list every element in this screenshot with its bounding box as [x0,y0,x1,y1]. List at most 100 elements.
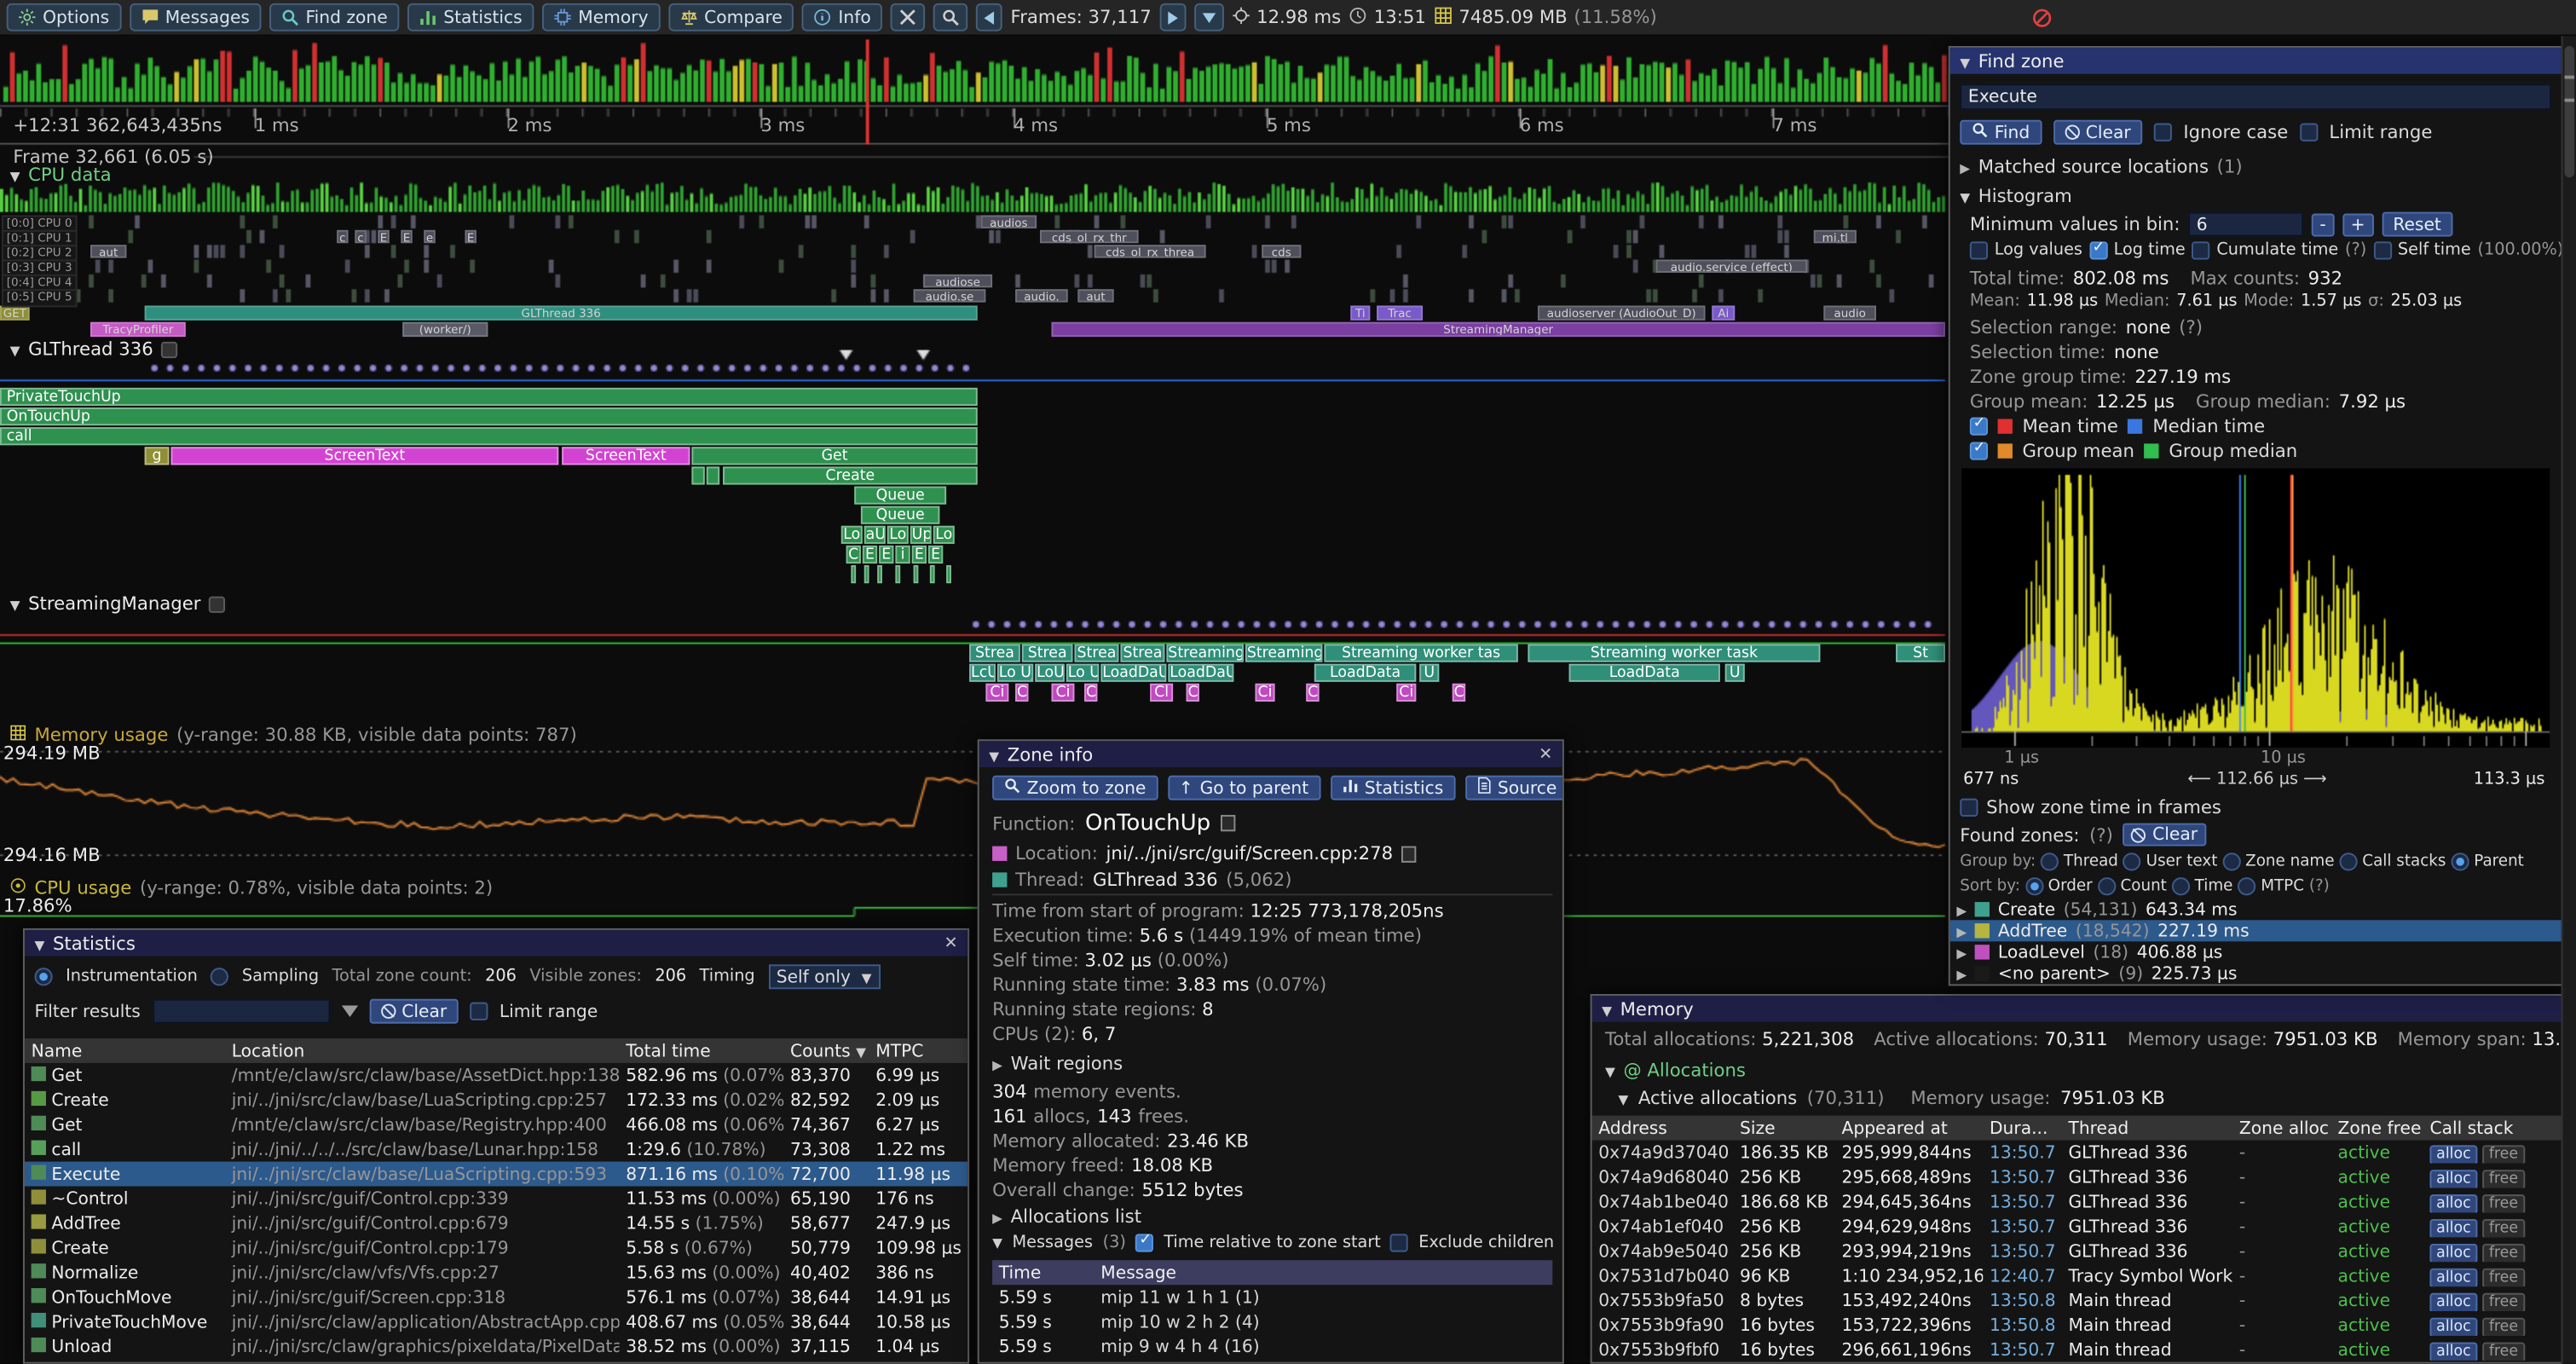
thread-name[interactable]: GLThread 336 [1092,869,1218,891]
memory-usage-header[interactable]: Memory usage (y-range: 30.88 KB, visible … [10,725,577,746]
free-callstack-button[interactable]: free [2482,1169,2525,1188]
messages-button[interactable]: Messages [129,3,262,32]
lock-icon[interactable] [209,595,226,612]
timeline-zone[interactable]: Queue [854,486,947,505]
sort-mtpc-radio[interactable] [2238,877,2256,896]
statistics-button[interactable]: Statistics [407,3,534,32]
timeline-zone[interactable]: Streaming [1166,644,1244,662]
memory-titlebar[interactable]: Memory [1591,995,2562,1022]
table-row[interactable]: Create jni/../jni/src/guif/Control.cpp:1… [25,1235,967,1260]
timeline-zone[interactable]: Streaming worker tas [1324,644,1518,662]
tools-button[interactable] [890,3,926,32]
timeline-zone[interactable]: E [927,545,944,564]
timeline-zone[interactable] [946,564,951,584]
message-row[interactable]: 5.59 s mip 10 w 2 h 2 (4) [998,1311,1260,1332]
timeline-zone[interactable]: LoadData [1314,663,1417,682]
sampling-radio[interactable] [211,968,229,986]
allocation-row[interactable]: 0x7531d7b040 96 KB 1:10 234,952,161 12:4… [1592,1263,2562,1288]
cpu-zone[interactable]: E [465,229,477,244]
close-icon[interactable]: ✕ [944,933,958,952]
find-zone-input[interactable] [1960,84,2552,111]
active-allocations-toggle[interactable]: Active allocations(70,311) Memory usage:… [1618,1088,2165,1109]
group-mean-median-checkbox[interactable] [1969,441,1989,460]
found-zone-row[interactable]: Create (54,131) 643.34 ms [1950,899,2562,920]
mean-median-checkbox[interactable] [1969,416,1989,436]
timeline-zone[interactable]: PrivateTouchUp [0,387,978,407]
compare-button[interactable]: Compare [667,3,794,32]
log-time-checkbox[interactable] [2088,240,2107,260]
group-callstacks-radio[interactable] [2339,852,2358,871]
group-thread-radio[interactable] [2040,852,2059,871]
timeline-zone[interactable] [863,564,869,584]
ruler[interactable]: 1 ms 2 ms 3 ms 4 ms 5 ms 6 ms 7 ms [0,115,2556,136]
timeline-zone[interactable]: Lo Uj [996,663,1034,682]
table-row[interactable]: ~Control jni/../jni/src/guif/Control.cpp… [25,1187,967,1211]
memory-button[interactable]: Memory [541,3,661,32]
table-row[interactable]: Normalize jni/../jni/src/claw/vfs/Vfs.cp… [25,1260,967,1285]
free-callstack-button[interactable]: free [2482,1316,2525,1335]
wait-regions-toggle[interactable]: Wait regions [992,1053,1123,1074]
find-zone-button[interactable]: Find zone [269,3,400,32]
table-row[interactable]: Create jni/../jni/src/claw/base/LuaScrip… [25,1088,967,1113]
messages-table-header[interactable]: Time Message [992,1260,1553,1286]
next-frame-button[interactable] [1159,3,1187,32]
cpu-zone[interactable]: (worker/) [402,321,488,338]
found-zone-row[interactable]: LoadLevel (18) 406.88 µs [1950,941,2562,962]
timeline-zone[interactable]: E [862,545,878,564]
instrumentation-radio[interactable] [34,968,53,986]
timeline-zone[interactable] [877,564,882,584]
timeline-zone[interactable]: Lo [840,525,863,544]
table-row[interactable]: Get /mnt/e/claw/src/claw/base/Registry.h… [25,1113,967,1137]
cpu-zone[interactable]: GET [0,305,30,321]
group-parent-radio[interactable] [2451,852,2469,871]
timeline-zone[interactable]: Queue [860,506,940,524]
timeline-zone[interactable]: Lo [933,525,955,544]
alloc-callstack-button[interactable]: alloc [2429,1341,2478,1360]
prev-frame-button[interactable] [976,3,1002,32]
zoom-tool-button[interactable] [933,3,968,32]
cpu-zone[interactable]: StreamingManager [1051,321,1945,338]
cpu-zone[interactable]: c [337,229,349,244]
timing-dropdown[interactable]: Self only [768,964,881,990]
timeline-zone[interactable]: Strea [1074,644,1119,662]
timeline-zone[interactable]: ScreenText [562,447,690,465]
timeline-zone[interactable]: Strea [1021,644,1073,662]
group-usertext-radio[interactable] [2123,852,2141,871]
allocation-row[interactable]: 0x74a9d68040 256 KB 295,668,489ns 13:50.… [1592,1165,2562,1189]
timeline-zone[interactable]: Lo U [1066,663,1100,682]
allocation-row[interactable]: 0x7553b9fa50 8 bytes 153,492,240ns 13:50… [1592,1288,2562,1313]
min-bin-input[interactable] [2188,211,2304,237]
found-zone-row[interactable]: AddTree (18,542) 227.19 ms [1949,920,2562,942]
timeline-zone[interactable]: Lo [887,525,909,544]
timeline-zone[interactable]: C [846,545,861,564]
streamingmanager-header[interactable]: StreamingManager [10,593,226,615]
filter-input[interactable] [152,998,330,1024]
function-name[interactable]: OnTouchUp [1084,810,1211,836]
messages-toggle[interactable]: Messages [1012,1234,1094,1252]
timeline-zone[interactable]: C [1015,683,1029,702]
cpu-zone[interactable]: audios [980,215,1037,228]
zone-info-titlebar[interactable]: Zone info ✕ [979,741,1562,768]
timeline-zone[interactable]: LoU [1035,663,1065,682]
main-scrollbar[interactable] [2561,36,2576,1364]
ignore-case-checkbox[interactable] [2153,123,2172,142]
cpu-zone[interactable]: TracyProfiler [90,321,186,338]
timeline-zone[interactable]: E [879,545,894,564]
cpu-zone[interactable]: audio [1823,305,1876,321]
allocation-row[interactable]: 0x7553b9fa90 16 bytes 153,722,396ns 13:5… [1592,1313,2562,1338]
limit-range-checkbox[interactable] [2299,123,2318,142]
cpu-zone[interactable]: cds_ol_rx_thr [1039,229,1139,244]
cpu-zone[interactable]: audio. [1015,289,1068,303]
allocation-row[interactable]: 0x74a9d37040 186.35 KB 295,999,844ns 13:… [1592,1141,2562,1165]
free-callstack-button[interactable]: free [2482,1218,2525,1237]
timeline-zone[interactable]: Streaming worker task [1528,644,1821,662]
timeline-zone[interactable]: C [1186,683,1199,702]
statistics-titlebar[interactable]: Statistics ✕ [24,929,968,957]
cpu-zone[interactable]: Ti [1350,305,1371,321]
alloc-callstack-button[interactable]: alloc [2429,1243,2478,1262]
allocation-row[interactable]: 0x74ab1be040 186.68 KB 294,645,364ns 13:… [1592,1189,2562,1214]
clear-button[interactable]: Clear [2053,119,2143,145]
cpu-zone[interactable]: E [378,229,390,244]
timeline-zone[interactable]: E [911,545,927,564]
scrollbar-thumb[interactable] [2564,45,2575,178]
